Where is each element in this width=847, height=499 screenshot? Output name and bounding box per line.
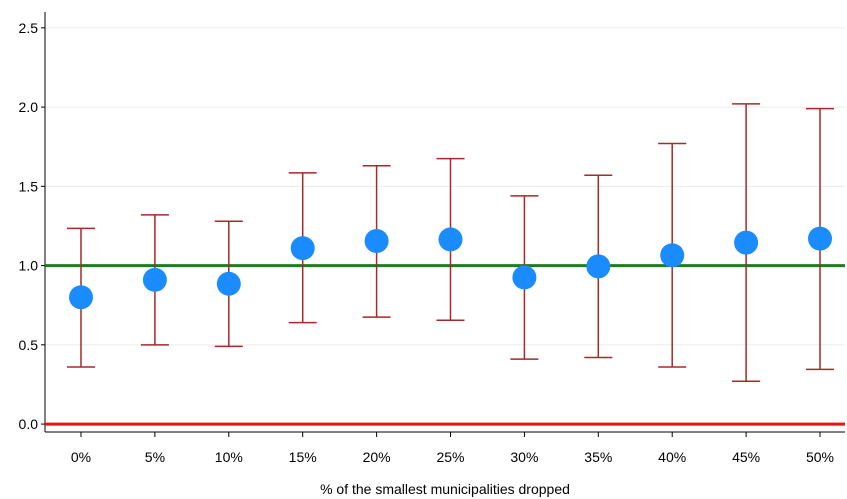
y-tick-label: 1.5: [19, 178, 39, 194]
y-tick-label: 1.0: [19, 258, 39, 274]
x-tick-label: 20%: [363, 449, 391, 465]
data-point: [142, 267, 167, 292]
reference-lines: [45, 264, 845, 426]
x-tick-label: 45%: [732, 449, 760, 465]
data-point: [216, 271, 241, 296]
data-point: [364, 229, 389, 254]
data-point: [438, 227, 463, 252]
data-point: [290, 236, 315, 261]
x-tick-label: 30%: [510, 449, 538, 465]
x-tick-label: 15%: [289, 449, 317, 465]
data-points: [69, 226, 832, 310]
y-tick-label: 0.0: [19, 416, 39, 432]
x-tick-label: 0%: [71, 449, 91, 465]
y-tick-label: 2.0: [19, 99, 39, 115]
data-point: [586, 254, 611, 279]
y-tick-label: 0.5: [19, 337, 39, 353]
x-tick-label: 10%: [215, 449, 243, 465]
x-tick-label: 40%: [658, 449, 686, 465]
data-point: [734, 230, 759, 255]
x-tick-label: 50%: [806, 449, 834, 465]
x-tick-label: 5%: [145, 449, 165, 465]
y-axis-ticks: 0.0 0.5 1.0 1.5 2.0 2.5: [19, 20, 45, 432]
x-tick-label: 25%: [436, 449, 464, 465]
y-tick-label: 2.5: [19, 20, 39, 36]
x-axis-ticks: 0% 5% 10% 15% 20% 25% 30% 35% 40% 45% 50%: [71, 432, 834, 465]
x-tick-label: 35%: [584, 449, 612, 465]
data-point: [69, 285, 93, 310]
data-point: [808, 226, 832, 251]
x-axis-title: % of the smallest municipalities dropped: [320, 481, 570, 497]
data-point: [660, 243, 685, 268]
gridlines: [45, 27, 845, 425]
data-point: [512, 265, 537, 290]
